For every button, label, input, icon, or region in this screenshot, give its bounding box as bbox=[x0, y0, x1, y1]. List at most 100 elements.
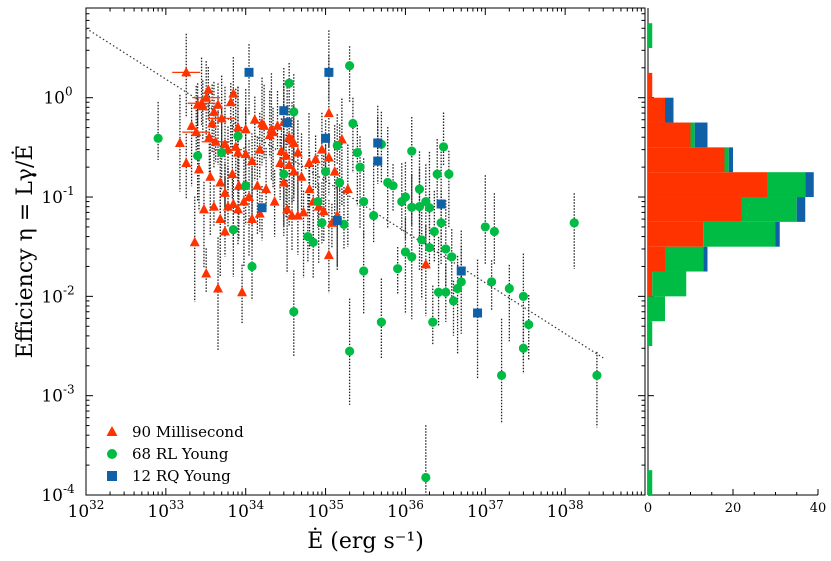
msp-point bbox=[275, 157, 286, 168]
rl-young-point bbox=[345, 61, 355, 71]
rl-young-point bbox=[504, 283, 514, 294]
x-tick-label: 1037 bbox=[467, 498, 504, 522]
rl-young-point bbox=[424, 203, 435, 213]
msp-point bbox=[266, 123, 277, 134]
msp-point bbox=[232, 147, 243, 157]
msp-point bbox=[257, 117, 268, 128]
hist-bar bbox=[648, 97, 665, 123]
legend-entry-label: 68 RL Young bbox=[132, 445, 229, 463]
rl-young-point bbox=[438, 142, 449, 152]
rl-young-point bbox=[317, 218, 327, 228]
msp-point bbox=[240, 148, 251, 159]
hist-bar bbox=[648, 172, 767, 198]
rl-young-point bbox=[518, 291, 528, 301]
rl-young-point bbox=[332, 140, 342, 151]
rq-young-point bbox=[279, 106, 289, 116]
rl-young-point bbox=[428, 317, 438, 327]
msp-point bbox=[227, 168, 238, 179]
msp-point bbox=[342, 183, 353, 194]
hist-bar bbox=[703, 246, 708, 272]
rl-young-point bbox=[524, 319, 534, 330]
rl-young-point bbox=[228, 224, 238, 235]
rl-young-point bbox=[241, 181, 251, 191]
rl-young-point bbox=[407, 252, 417, 262]
msp-point bbox=[304, 183, 315, 194]
rl-young-point bbox=[320, 167, 331, 177]
msp-point bbox=[213, 282, 224, 293]
x-tick-label: 1038 bbox=[547, 498, 584, 522]
y-tick-label: 10-3 bbox=[41, 383, 74, 407]
hist-bar bbox=[724, 147, 729, 173]
hist-bar bbox=[728, 147, 733, 173]
rl-young-point bbox=[369, 211, 379, 221]
hist-bar bbox=[648, 296, 665, 322]
legend-circle-marker bbox=[107, 449, 117, 459]
msp-point bbox=[238, 196, 249, 206]
hist-bar bbox=[648, 72, 653, 98]
hist-bar bbox=[694, 122, 708, 148]
msp-point bbox=[207, 117, 218, 128]
rq-young-point bbox=[373, 156, 383, 166]
rl-young-point bbox=[407, 202, 417, 212]
rl-young-point bbox=[376, 317, 386, 327]
x-tick-label: 1032 bbox=[68, 498, 105, 522]
rl-young-point bbox=[407, 146, 417, 156]
msp-point bbox=[254, 208, 265, 218]
y-tick-label: 100 bbox=[43, 85, 72, 109]
msp-point bbox=[181, 157, 192, 168]
rl-young-point bbox=[432, 169, 442, 179]
msp-point bbox=[288, 166, 299, 176]
hist-bar bbox=[741, 197, 797, 222]
rl-young-point bbox=[393, 264, 403, 274]
msp-point bbox=[276, 145, 287, 156]
rl-young-point bbox=[429, 226, 439, 237]
msp-point bbox=[244, 191, 255, 202]
rq-young-point bbox=[456, 266, 466, 276]
msp-point bbox=[203, 84, 214, 94]
x-axis-label: Ė (erg s⁻¹) bbox=[307, 527, 424, 554]
msp-point bbox=[249, 114, 260, 124]
rl-young-point bbox=[335, 177, 345, 188]
msp-point bbox=[284, 159, 295, 170]
plot-frame bbox=[85, 7, 646, 496]
rl-young-point bbox=[279, 169, 289, 179]
msp-point bbox=[237, 286, 248, 297]
rl-young-point bbox=[193, 151, 203, 161]
rl-young-point bbox=[444, 169, 454, 179]
msp-point bbox=[219, 225, 230, 236]
rl-young-point bbox=[441, 287, 451, 297]
msp-point bbox=[186, 120, 197, 130]
hist-bar bbox=[648, 470, 653, 495]
hist-bar bbox=[648, 122, 691, 148]
rl-young-point bbox=[421, 472, 431, 483]
msp-point bbox=[240, 123, 251, 134]
msp-point bbox=[191, 126, 202, 137]
msp-point bbox=[254, 144, 265, 154]
msp-point bbox=[303, 157, 314, 168]
rl-young-point bbox=[345, 346, 355, 356]
msp-point bbox=[219, 187, 230, 197]
rl-young-point bbox=[359, 266, 369, 276]
hist-x-tick-label: 40 bbox=[810, 501, 827, 516]
rl-young-point bbox=[424, 242, 435, 253]
rq-young-point bbox=[321, 133, 331, 143]
rl-young-point bbox=[303, 231, 313, 242]
rl-young-point bbox=[348, 118, 358, 129]
rl-young-point bbox=[569, 218, 579, 228]
msp-point bbox=[316, 144, 327, 154]
rl-young-point bbox=[447, 252, 457, 262]
rl-young-point bbox=[153, 133, 163, 143]
legend-entry-label: 12 RQ Young bbox=[132, 467, 231, 485]
msp-point bbox=[210, 136, 221, 146]
histogram-axes: 0 20 40 bbox=[644, 8, 826, 516]
msp-point bbox=[281, 150, 292, 160]
hist-x-tick-label: 20 bbox=[725, 501, 742, 516]
rl-young-point bbox=[359, 196, 369, 207]
rq-young-point bbox=[473, 308, 483, 318]
msp-point bbox=[272, 120, 283, 130]
rl-young-point bbox=[355, 162, 365, 172]
y-tick-label: 10-2 bbox=[41, 283, 74, 307]
rl-young-point bbox=[433, 287, 444, 297]
rq-young-point bbox=[332, 216, 342, 226]
